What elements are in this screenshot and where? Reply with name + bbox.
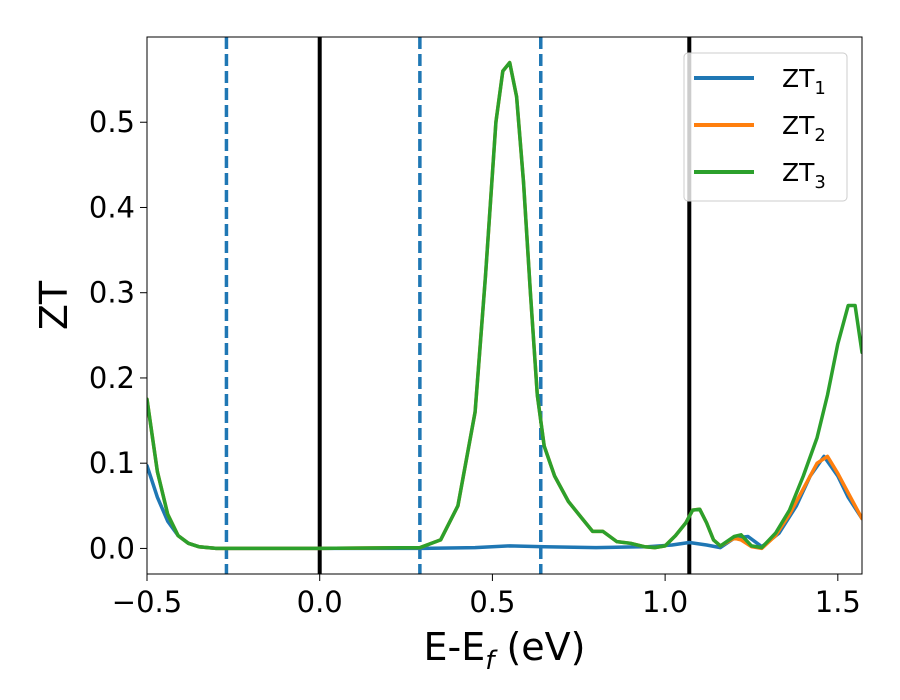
plot-series [147,60,862,551]
series-line-zt3 [147,60,862,551]
y-tick-label: 0.4 [89,190,135,224]
x-axis-label-unit: (eV) [494,625,585,669]
legend-label-zt3: ZT3 [782,158,826,193]
legend-label-sub: 3 [814,172,825,193]
y-axis-ticks: 0.0 0.1 0.2 0.3 0.4 0.5 [89,105,147,565]
y-tick-label: 0.1 [89,446,135,480]
legend-label-sub: 2 [814,125,825,146]
y-tick-label: 0.2 [89,361,135,395]
vertical-reference-lines [224,37,692,574]
legend-label-main: ZT [782,158,815,187]
x-axis-label-main: E-E [424,625,486,669]
y-tick-label: 0.5 [89,105,135,139]
legend-label-zt2: ZT2 [782,111,826,146]
y-axis-label: ZT [32,280,76,330]
x-tick-label: 0.5 [469,585,515,619]
legend-label-zt1: ZT1 [782,64,826,99]
plot-frame [146,36,863,575]
legend-label-main: ZT [782,111,815,140]
x-axis-label: E-Ef (eV) [424,625,586,676]
x-tick-label: 0.0 [297,585,343,619]
x-axis-ticks: −0.5 0.0 0.5 1.0 1.5 [112,574,861,619]
series-line-zt1 [147,454,862,551]
y-tick-label: 0.3 [89,276,135,310]
x-tick-label: 1.5 [815,585,861,619]
legend-label-main: ZT [782,64,815,93]
x-tick-label: −0.5 [112,585,182,619]
x-tick-label: 1.0 [642,585,688,619]
legend-box [683,52,848,202]
y-tick-label: 0.0 [89,531,135,565]
legend-label-sub: 1 [814,78,825,99]
